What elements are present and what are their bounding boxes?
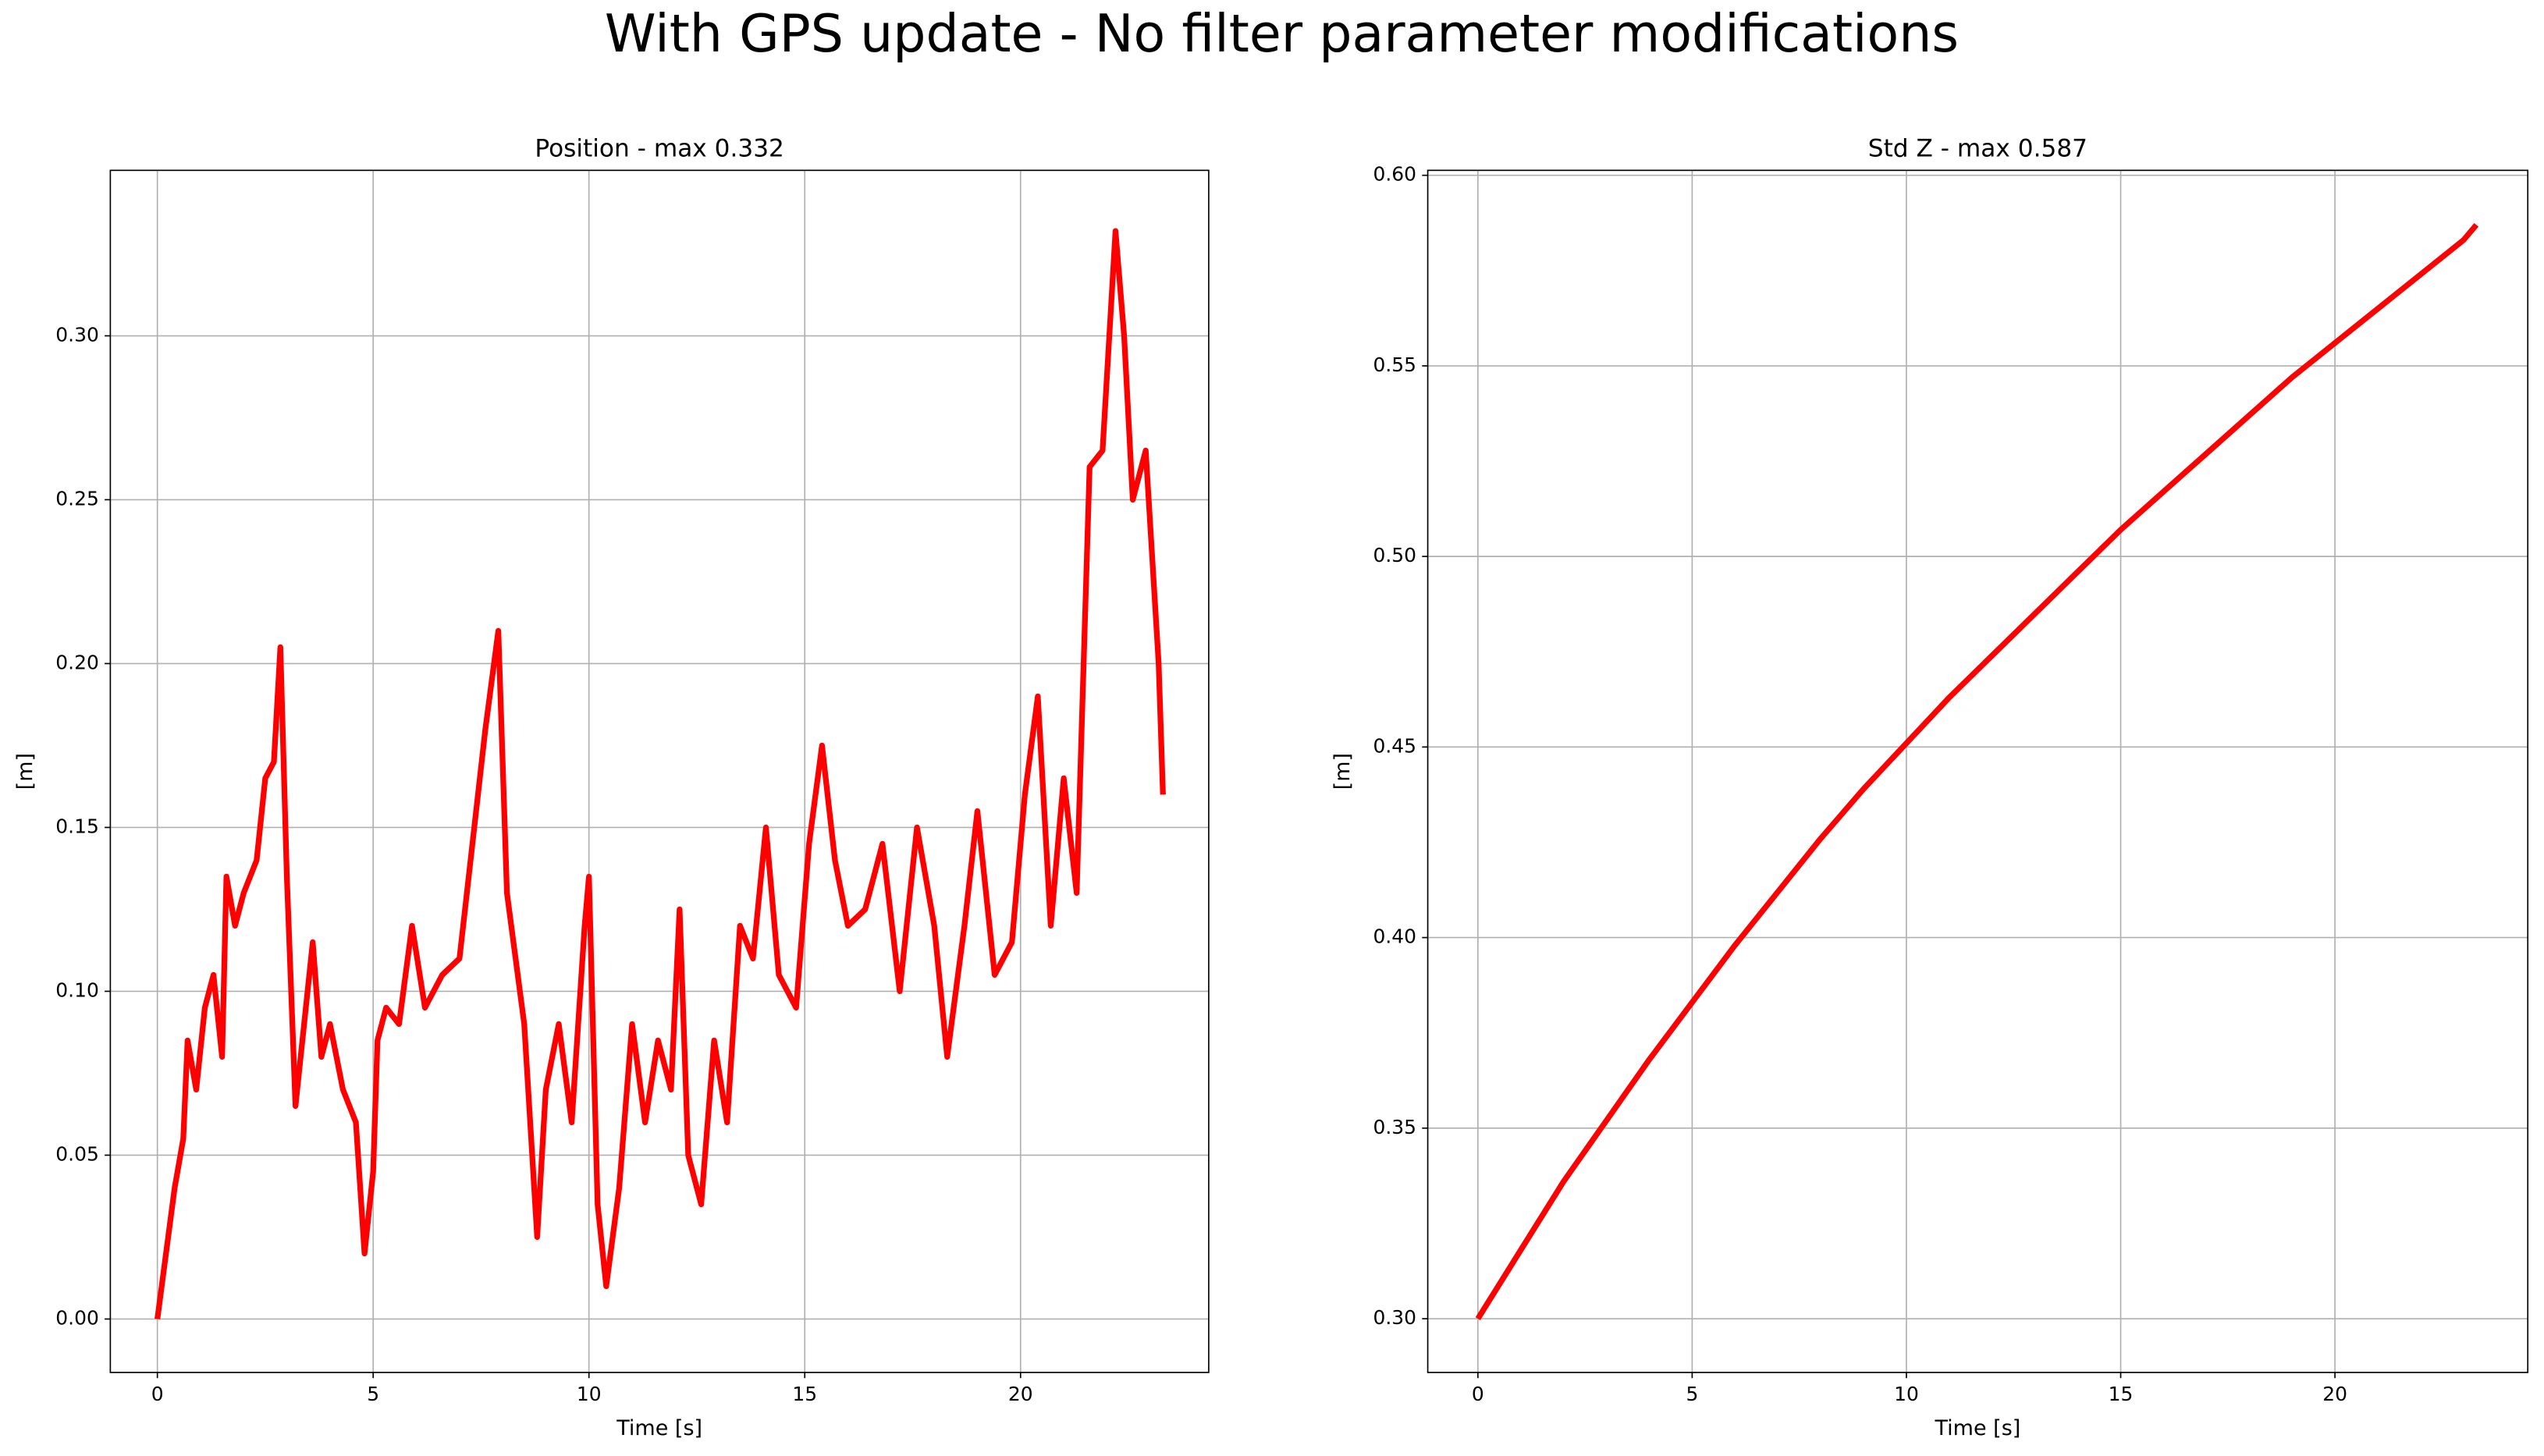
y-axis-label: [m] (1331, 753, 1355, 790)
x-tick-label: 5 (367, 1383, 379, 1405)
x-tick-label: 0 (151, 1383, 164, 1405)
y-tick-label: 0.55 (1373, 353, 1417, 376)
y-tick-label: 0.25 (55, 487, 99, 510)
y-tick-label: 0.45 (1373, 734, 1417, 757)
y-tick-label: 0.35 (1373, 1116, 1417, 1138)
x-tick-label: 20 (1008, 1383, 1033, 1405)
y-tick-label: 0.50 (1373, 544, 1417, 566)
axes-frame (1427, 169, 2529, 1373)
y-axis-label: [m] (13, 753, 37, 790)
y-tick-label: 0.20 (55, 651, 99, 673)
x-axis-label: Time [s] (616, 1416, 702, 1440)
x-tick-label: 20 (2322, 1383, 2347, 1405)
y-tick-label: 0.00 (55, 1306, 99, 1329)
data-line (155, 228, 1166, 1319)
data-line (1475, 222, 2479, 1320)
y-tick-label: 0.05 (55, 1142, 99, 1165)
x-tick-label: 0 (1472, 1383, 1484, 1405)
x-axis-label: Time [s] (1934, 1416, 2020, 1440)
y-tick-label: 0.40 (1373, 925, 1417, 948)
axes-title: Position - max 0.332 (535, 134, 784, 162)
x-tick-label: 5 (1686, 1383, 1698, 1405)
y-tick-label: 0.15 (55, 815, 99, 837)
figure-title: With GPS update - No filter parameter mo… (605, 3, 1959, 64)
y-tick-label: 0.30 (1373, 1306, 1417, 1329)
axes-frame (109, 169, 1210, 1373)
x-tick-label: 15 (792, 1383, 817, 1405)
y-tick-label: 0.60 (1373, 163, 1417, 186)
x-tick-label: 10 (1894, 1383, 1919, 1405)
y-tick-label: 0.30 (55, 323, 99, 346)
y-tick-label: 0.10 (55, 978, 99, 1001)
x-tick-label: 10 (577, 1383, 602, 1405)
x-tick-label: 15 (2109, 1383, 2134, 1405)
axes-title: Std Z - max 0.587 (1868, 134, 2087, 162)
